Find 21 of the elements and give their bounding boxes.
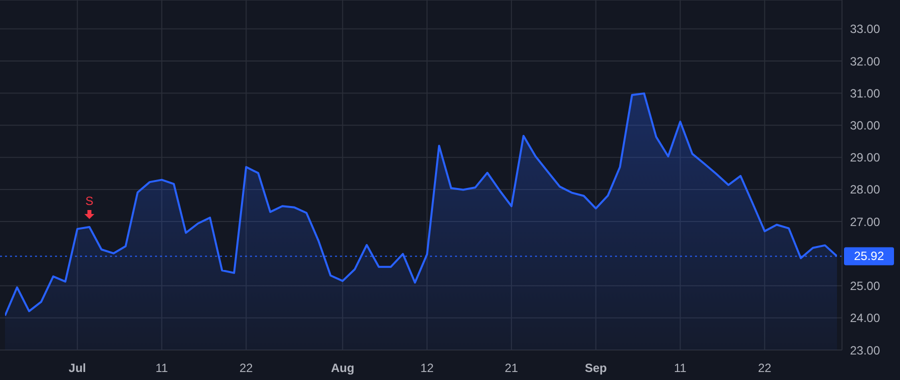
- y-tick-label: 33.00: [850, 22, 880, 36]
- y-tick-label: 27.00: [850, 214, 880, 229]
- x-tick-label: 22: [758, 361, 772, 375]
- y-tick-label: 31.00: [850, 86, 880, 100]
- y-tick-label: 29.00: [850, 150, 880, 165]
- x-tick-label: 22: [239, 361, 254, 375]
- y-tick-label: 28.00: [850, 182, 880, 197]
- y-tick-label: 23.00: [850, 343, 880, 358]
- annotation: S: [85, 194, 94, 208]
- x-tick-label: 12: [420, 361, 434, 375]
- y-tick-label: 32.00: [850, 54, 880, 68]
- x-tick-label: 21: [504, 361, 518, 375]
- ref-line-label: 25.92: [854, 249, 884, 264]
- x-tick-label: Aug: [330, 361, 354, 375]
- y-tick-label: 25.00: [850, 279, 880, 294]
- x-tick-label: 11: [674, 361, 687, 375]
- x-tick-label: Jul: [68, 361, 86, 375]
- y-tick-label: 30.00: [850, 118, 880, 132]
- y-tick-label: 24.00: [850, 311, 880, 326]
- x-tick-label: 11: [156, 361, 168, 375]
- x-tick-label: Sep: [584, 361, 607, 375]
